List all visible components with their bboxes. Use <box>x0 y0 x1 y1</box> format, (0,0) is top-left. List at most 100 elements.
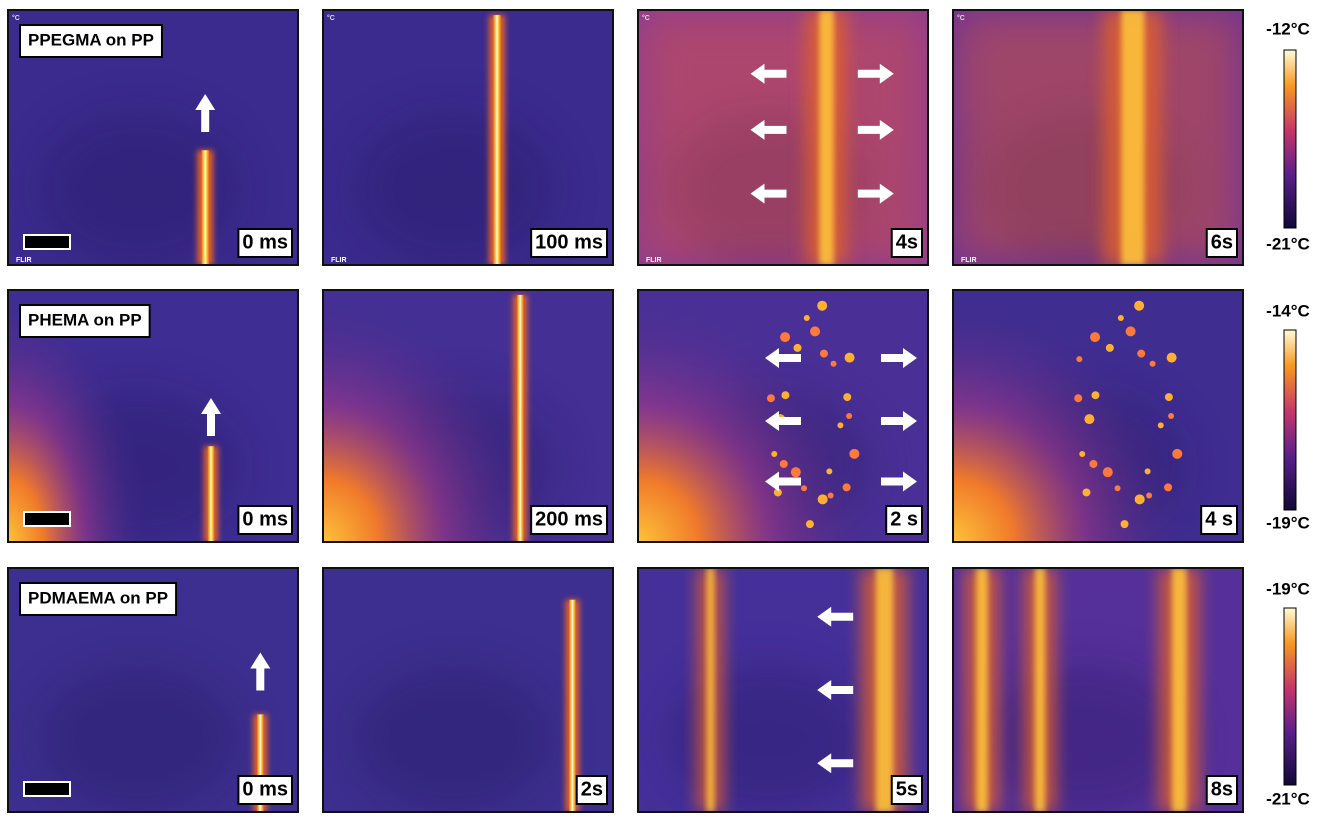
hot-spot <box>771 451 777 457</box>
hot-spot <box>1168 413 1174 419</box>
time-label: 4s <box>896 231 918 253</box>
hot-spot <box>1076 356 1082 362</box>
time-label: 0 ms <box>242 508 288 530</box>
row-label: PHEMA on PP <box>28 310 142 329</box>
hot-spot <box>791 467 801 477</box>
scale-min: -21°C <box>1266 789 1310 808</box>
thermal-image: °C FLIR <box>953 10 1243 265</box>
time-label: 5s <box>896 778 918 800</box>
hot-spot <box>1103 467 1113 477</box>
hot-band <box>976 568 988 812</box>
row-label: PPEGMA on PP <box>28 30 154 49</box>
streak <box>201 150 209 265</box>
hot-spot <box>1145 468 1151 474</box>
thermal-image <box>953 568 1243 812</box>
hot-spot <box>1146 493 1152 499</box>
time-label: 0 ms <box>242 231 288 253</box>
thermal-image <box>323 290 613 542</box>
hot-spot <box>1089 460 1097 468</box>
hot-spot <box>1167 353 1177 363</box>
hot-spot <box>1079 451 1085 457</box>
brand-badge: FLIR <box>16 257 32 264</box>
hot-spot <box>781 391 789 399</box>
brand-badge: FLIR <box>961 257 977 264</box>
streak <box>493 15 501 265</box>
hot-band <box>819 10 834 265</box>
time-label: 200 ms <box>535 508 603 530</box>
hot-spot <box>1172 449 1182 459</box>
figure: °CFLIR0 ms°CFLIR100 ms°CFLIR4s°CFLIR6sPP… <box>0 0 1318 817</box>
hot-spot <box>1118 315 1124 321</box>
hot-spot <box>1106 344 1114 352</box>
warm-tint <box>638 10 928 265</box>
hot-spot <box>1150 361 1156 367</box>
edge-glow <box>638 290 881 542</box>
hot-spot <box>820 350 828 358</box>
hot-spot <box>1135 494 1145 504</box>
hot-spot <box>1090 332 1100 342</box>
hot-spot <box>1115 485 1121 491</box>
hot-spot <box>810 326 820 336</box>
unit-badge: °C <box>957 14 965 22</box>
scale-max: -14°C <box>1266 301 1310 320</box>
scale-max: -19°C <box>1266 579 1310 598</box>
time-label: 4 s <box>1205 508 1233 530</box>
thermal-image <box>323 568 613 812</box>
unit-badge: °C <box>642 14 650 22</box>
hot-band <box>1035 568 1045 812</box>
thermal-image <box>638 290 928 542</box>
hot-spot <box>767 394 775 402</box>
unit-badge: °C <box>12 14 20 22</box>
cool-region <box>352 666 555 812</box>
thermal-image: °CFLIR <box>638 10 928 265</box>
hot-spot <box>1134 301 1144 311</box>
scale-min: -21°C <box>1266 234 1310 253</box>
time-label: 100 ms <box>535 231 603 253</box>
thermal-image <box>638 568 928 812</box>
streak <box>517 295 524 542</box>
hot-spot <box>1084 414 1094 424</box>
hot-spot <box>846 413 852 419</box>
hot-spot <box>837 422 843 428</box>
hot-spot <box>1082 488 1090 496</box>
colorbar <box>1284 330 1296 510</box>
hot-band <box>707 568 714 812</box>
scale-min: -19°C <box>1266 513 1310 532</box>
scale-max: -12°C <box>1266 19 1310 38</box>
hot-spot <box>826 468 832 474</box>
time-label: 6s <box>1211 231 1233 253</box>
edge-glow <box>323 290 546 542</box>
hot-spot <box>1164 483 1172 491</box>
row-label: PDMAEMA on PP <box>28 588 168 607</box>
hot-spot <box>843 483 851 491</box>
hot-spot <box>843 393 851 401</box>
hot-spot <box>849 449 859 459</box>
hot-spot <box>1074 394 1082 402</box>
cool-region <box>982 666 1185 812</box>
unit-badge: °C <box>327 14 335 22</box>
hot-spot <box>845 353 855 363</box>
time-label: 2 s <box>890 508 918 530</box>
colorbar <box>1284 608 1296 785</box>
hot-band <box>1172 568 1187 812</box>
scale-bar <box>24 512 70 526</box>
cool-region <box>352 112 555 265</box>
hot-spot <box>831 361 837 367</box>
time-label: 8s <box>1211 778 1233 800</box>
hot-spot <box>1126 326 1136 336</box>
hot-spot <box>804 315 810 321</box>
time-label: 2s <box>581 778 603 800</box>
hot-spot <box>806 520 814 528</box>
hot-spot <box>780 460 788 468</box>
hot-band <box>1121 10 1144 265</box>
colorbar <box>1284 50 1296 228</box>
hot-spot <box>794 344 802 352</box>
hot-spot <box>1158 422 1164 428</box>
hot-spot <box>1121 520 1129 528</box>
hot-spot <box>780 332 790 342</box>
hot-spot <box>828 493 834 499</box>
hot-spot <box>818 494 828 504</box>
streak <box>569 600 576 812</box>
hot-spot <box>1137 350 1145 358</box>
